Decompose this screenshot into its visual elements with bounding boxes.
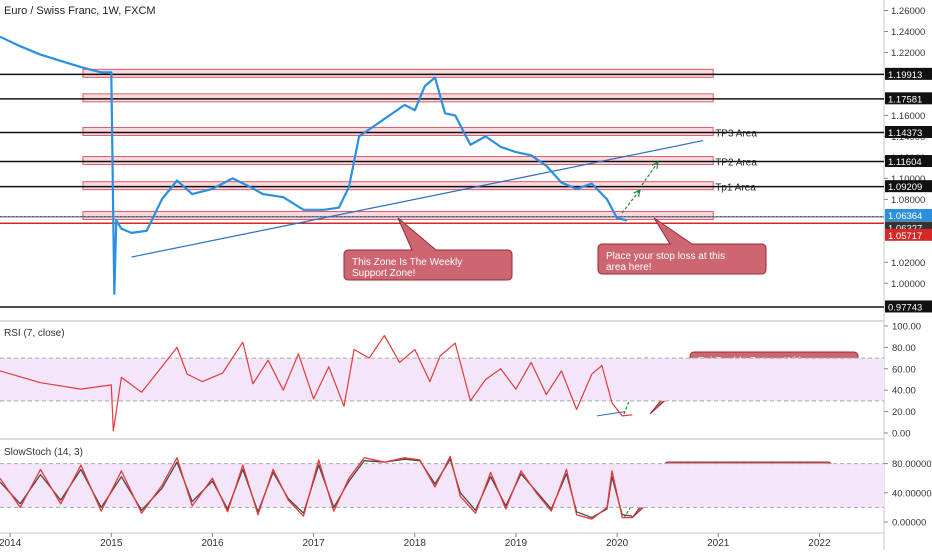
level-label: 1.05717 xyxy=(888,231,922,242)
x-tick-label: 2019 xyxy=(505,538,528,549)
arrow-head xyxy=(651,160,659,170)
y-tick-label: 1.24000 xyxy=(891,27,925,38)
x-tick-label: 2020 xyxy=(606,538,629,549)
rsi-y-tick-label: 40.00 xyxy=(892,386,916,397)
trendline xyxy=(131,140,704,258)
y-tick-label: 1.00000 xyxy=(891,279,925,290)
level-label-box xyxy=(885,125,932,138)
zone-box xyxy=(82,93,714,103)
level-label-box xyxy=(885,209,932,222)
zone-box xyxy=(82,68,714,78)
level-label: 1.09209 xyxy=(888,182,922,193)
x-tick-label: 2014 xyxy=(0,538,22,549)
tp3-label: TP3 Area xyxy=(715,128,757,139)
y-tick-label: 1.10000 xyxy=(891,174,925,185)
level-label: 1.19913 xyxy=(888,70,922,81)
stoch-y-tick-label: 0.00000 xyxy=(892,518,926,529)
level-label: 1.06364 xyxy=(888,211,922,222)
level-label: 1.14373 xyxy=(888,128,922,139)
level-label-box xyxy=(885,180,932,193)
level-label-box xyxy=(885,155,932,168)
y-tick-label: 1.16000 xyxy=(891,111,925,122)
zone-box xyxy=(82,126,714,136)
rsi-y-tick-label: 60.00 xyxy=(892,364,916,375)
rsi-y-tick-label: 80.00 xyxy=(892,343,916,354)
level-label-box xyxy=(885,67,932,80)
level-label-box xyxy=(885,300,932,313)
rsi-band xyxy=(0,358,884,401)
x-tick-label: 2016 xyxy=(201,538,224,549)
level-label-box xyxy=(885,92,932,105)
rsi-y-tick-label: 100.00 xyxy=(892,322,921,333)
stoch-y-tick-label: 40.00000 xyxy=(892,488,932,499)
rsi-y-tick-label: 20.00 xyxy=(892,407,916,418)
tp1-label: Tp1 Area xyxy=(715,183,756,194)
stoch-k-series xyxy=(0,455,633,520)
level-label: 0.97743 xyxy=(888,302,922,313)
callout-support-text: This Zone Is The Weekly Support Zone! xyxy=(352,257,462,279)
arrow-head xyxy=(633,188,641,197)
x-tick-label: 2021 xyxy=(707,538,730,549)
callout-stop-text: Place your stop loss at this area here! xyxy=(606,251,725,273)
chart-title: Euro / Swiss Franc, 1W, FXCM xyxy=(4,5,156,17)
y-tick-label: 1.08000 xyxy=(891,195,925,206)
y-tick-label: 1.02000 xyxy=(891,258,925,269)
level-label: 1.11604 xyxy=(888,157,922,168)
level-label: 1.17581 xyxy=(888,94,922,105)
rsi-title: RSI (7, close) xyxy=(4,328,65,339)
tp2-label: TP2 Area xyxy=(715,158,757,169)
x-tick-label: 2022 xyxy=(808,538,831,549)
rsi-series xyxy=(0,335,633,432)
x-tick-label: 2015 xyxy=(100,538,123,549)
rsi-divergence-line xyxy=(596,411,626,417)
level-label-box xyxy=(885,228,932,241)
x-tick-label: 2018 xyxy=(404,538,427,549)
stoch-title: SlowStoch (14, 3) xyxy=(4,447,83,458)
stoch-y-tick-label: 80.00000 xyxy=(892,459,932,470)
price-series xyxy=(0,35,628,295)
rsi-y-tick-label: 0.00 xyxy=(892,429,911,440)
stoch-band xyxy=(0,463,884,508)
zone-box xyxy=(82,156,714,166)
zone-box xyxy=(82,211,714,221)
y-tick-label: 1.26000 xyxy=(891,6,925,17)
zone-box xyxy=(82,181,714,191)
x-tick-label: 2017 xyxy=(302,538,325,549)
y-tick-label: 1.22000 xyxy=(891,48,925,59)
